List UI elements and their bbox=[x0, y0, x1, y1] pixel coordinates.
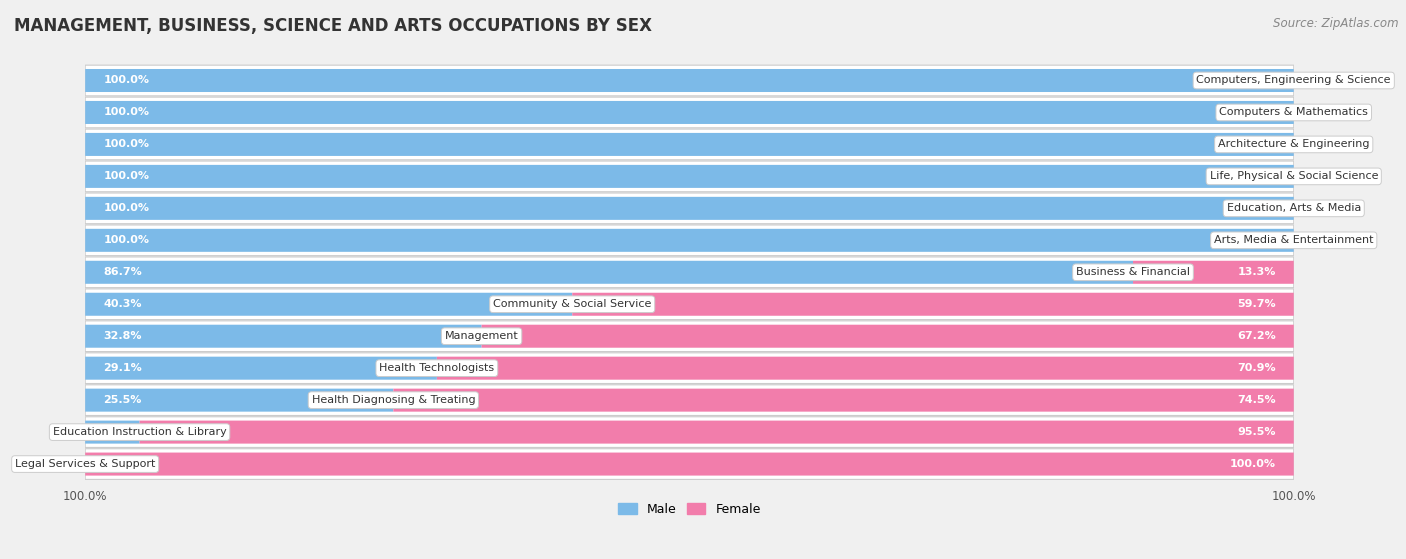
FancyBboxPatch shape bbox=[86, 129, 1294, 160]
FancyBboxPatch shape bbox=[86, 357, 437, 380]
FancyBboxPatch shape bbox=[139, 420, 1294, 444]
Text: 100.0%: 100.0% bbox=[103, 203, 149, 214]
FancyBboxPatch shape bbox=[86, 353, 1294, 383]
FancyBboxPatch shape bbox=[86, 193, 1294, 224]
FancyBboxPatch shape bbox=[86, 293, 572, 316]
Text: MANAGEMENT, BUSINESS, SCIENCE AND ARTS OCCUPATIONS BY SEX: MANAGEMENT, BUSINESS, SCIENCE AND ARTS O… bbox=[14, 17, 652, 35]
Text: 67.2%: 67.2% bbox=[1237, 331, 1275, 341]
FancyBboxPatch shape bbox=[86, 197, 1294, 220]
Text: 100.0%: 100.0% bbox=[103, 172, 149, 181]
Text: 70.9%: 70.9% bbox=[1237, 363, 1275, 373]
Text: 0.0%: 0.0% bbox=[97, 459, 125, 469]
FancyBboxPatch shape bbox=[572, 293, 1294, 316]
Text: 100.0%: 100.0% bbox=[1230, 459, 1275, 469]
FancyBboxPatch shape bbox=[86, 289, 1294, 320]
FancyBboxPatch shape bbox=[86, 417, 1294, 447]
Text: Education, Arts & Media: Education, Arts & Media bbox=[1226, 203, 1361, 214]
FancyBboxPatch shape bbox=[86, 69, 1294, 92]
Text: 13.3%: 13.3% bbox=[1237, 267, 1275, 277]
Text: Health Technologists: Health Technologists bbox=[380, 363, 495, 373]
Text: 0.0%: 0.0% bbox=[1253, 75, 1282, 86]
FancyBboxPatch shape bbox=[86, 453, 1294, 476]
Text: 0.0%: 0.0% bbox=[1253, 107, 1282, 117]
FancyBboxPatch shape bbox=[86, 257, 1294, 288]
Text: Computers, Engineering & Science: Computers, Engineering & Science bbox=[1197, 75, 1391, 86]
Text: Architecture & Engineering: Architecture & Engineering bbox=[1218, 139, 1369, 149]
Text: 0.0%: 0.0% bbox=[1253, 139, 1282, 149]
Text: Management: Management bbox=[444, 331, 519, 341]
FancyBboxPatch shape bbox=[86, 165, 1294, 188]
Text: 86.7%: 86.7% bbox=[103, 267, 142, 277]
FancyBboxPatch shape bbox=[86, 261, 1133, 284]
Text: Health Diagnosing & Treating: Health Diagnosing & Treating bbox=[312, 395, 475, 405]
FancyBboxPatch shape bbox=[437, 357, 1294, 380]
FancyBboxPatch shape bbox=[86, 225, 1294, 255]
FancyBboxPatch shape bbox=[86, 321, 1294, 352]
FancyBboxPatch shape bbox=[482, 325, 1294, 348]
Text: Computers & Mathematics: Computers & Mathematics bbox=[1219, 107, 1368, 117]
Text: 100.0%: 100.0% bbox=[103, 107, 149, 117]
FancyBboxPatch shape bbox=[86, 449, 1294, 480]
Text: Business & Financial: Business & Financial bbox=[1076, 267, 1189, 277]
Text: 0.0%: 0.0% bbox=[1253, 235, 1282, 245]
FancyBboxPatch shape bbox=[86, 97, 1294, 128]
Text: 100.0%: 100.0% bbox=[103, 75, 149, 86]
Text: 95.5%: 95.5% bbox=[1237, 427, 1275, 437]
FancyBboxPatch shape bbox=[394, 389, 1294, 411]
Text: 32.8%: 32.8% bbox=[103, 331, 142, 341]
Text: 0.0%: 0.0% bbox=[1253, 172, 1282, 181]
FancyBboxPatch shape bbox=[86, 389, 394, 411]
Text: Arts, Media & Entertainment: Arts, Media & Entertainment bbox=[1213, 235, 1374, 245]
Text: 29.1%: 29.1% bbox=[103, 363, 142, 373]
Text: 100.0%: 100.0% bbox=[103, 235, 149, 245]
FancyBboxPatch shape bbox=[1133, 261, 1294, 284]
FancyBboxPatch shape bbox=[86, 420, 139, 444]
FancyBboxPatch shape bbox=[86, 325, 482, 348]
Legend: Male, Female: Male, Female bbox=[613, 498, 766, 521]
FancyBboxPatch shape bbox=[86, 161, 1294, 192]
Text: 59.7%: 59.7% bbox=[1237, 299, 1275, 309]
FancyBboxPatch shape bbox=[86, 101, 1294, 124]
FancyBboxPatch shape bbox=[86, 133, 1294, 156]
Text: Community & Social Service: Community & Social Service bbox=[494, 299, 651, 309]
Text: Source: ZipAtlas.com: Source: ZipAtlas.com bbox=[1274, 17, 1399, 30]
FancyBboxPatch shape bbox=[86, 65, 1294, 96]
Text: 4.5%: 4.5% bbox=[152, 427, 180, 437]
Text: 0.0%: 0.0% bbox=[1253, 203, 1282, 214]
Text: 74.5%: 74.5% bbox=[1237, 395, 1275, 405]
FancyBboxPatch shape bbox=[86, 385, 1294, 415]
Text: Legal Services & Support: Legal Services & Support bbox=[15, 459, 156, 469]
Text: Education Instruction & Library: Education Instruction & Library bbox=[52, 427, 226, 437]
Text: Life, Physical & Social Science: Life, Physical & Social Science bbox=[1209, 172, 1378, 181]
Text: 100.0%: 100.0% bbox=[103, 139, 149, 149]
Text: 25.5%: 25.5% bbox=[103, 395, 142, 405]
FancyBboxPatch shape bbox=[86, 229, 1294, 252]
Text: 40.3%: 40.3% bbox=[103, 299, 142, 309]
